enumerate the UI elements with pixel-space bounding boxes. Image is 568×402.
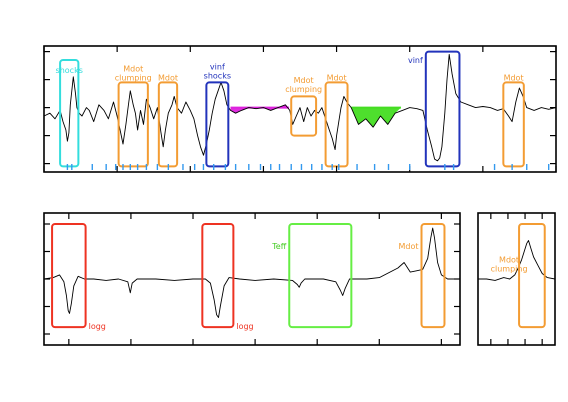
box-annotation: Mdot <box>123 64 143 73</box>
diagnostic-box-2 <box>288 223 353 329</box>
spectrum-line-0 <box>43 53 557 162</box>
box-annotation: clumping <box>285 85 322 94</box>
diagnostic-box-5 <box>324 81 349 168</box>
box-annotation: Mdot <box>158 73 178 82</box>
box-annotation: clumping <box>491 265 528 274</box>
diagnostic-box-0 <box>51 223 87 329</box>
box-annotation: Mdot <box>327 73 347 82</box>
box-annotation: shocks <box>204 72 231 81</box>
box-annotation: clumping <box>115 73 152 82</box>
spectrum-line-0 <box>478 240 556 281</box>
box-annotation: Teff <box>271 242 286 251</box>
diagnostic-box-4 <box>290 95 318 137</box>
diagnostic-box-7 <box>502 81 525 168</box>
box-annotation: shocks <box>56 66 83 75</box>
diagnostic-box-0 <box>518 223 546 329</box>
diagnostic-box-1 <box>117 81 149 168</box>
box-annotation: vinf <box>408 56 423 65</box>
fill-region-1 <box>351 107 401 128</box>
spectrum-line-0 <box>43 227 460 318</box>
box-annotation: logg <box>89 322 106 331</box>
diagnostic-box-0 <box>59 59 80 168</box>
axes-frame <box>477 212 556 346</box>
diagnostic-box-6 <box>424 50 461 168</box>
box-annotation: logg <box>236 322 253 331</box>
axes-frame <box>43 45 557 173</box>
diagnostic-box-2 <box>157 81 179 168</box>
diagnostic-box-1 <box>201 223 235 329</box>
diagnostic-box-3 <box>205 81 230 168</box>
box-annotation: Mdot <box>398 242 418 251</box>
box-annotation: Mdot <box>499 256 519 265</box>
box-annotation: vinf <box>210 63 225 72</box>
diagnostic-box-3 <box>420 223 446 329</box>
box-annotation: Mdot <box>294 76 314 85</box>
box-annotation: Mdot <box>504 73 524 82</box>
panel-2: logg logg Teff Mdot <box>43 212 461 346</box>
